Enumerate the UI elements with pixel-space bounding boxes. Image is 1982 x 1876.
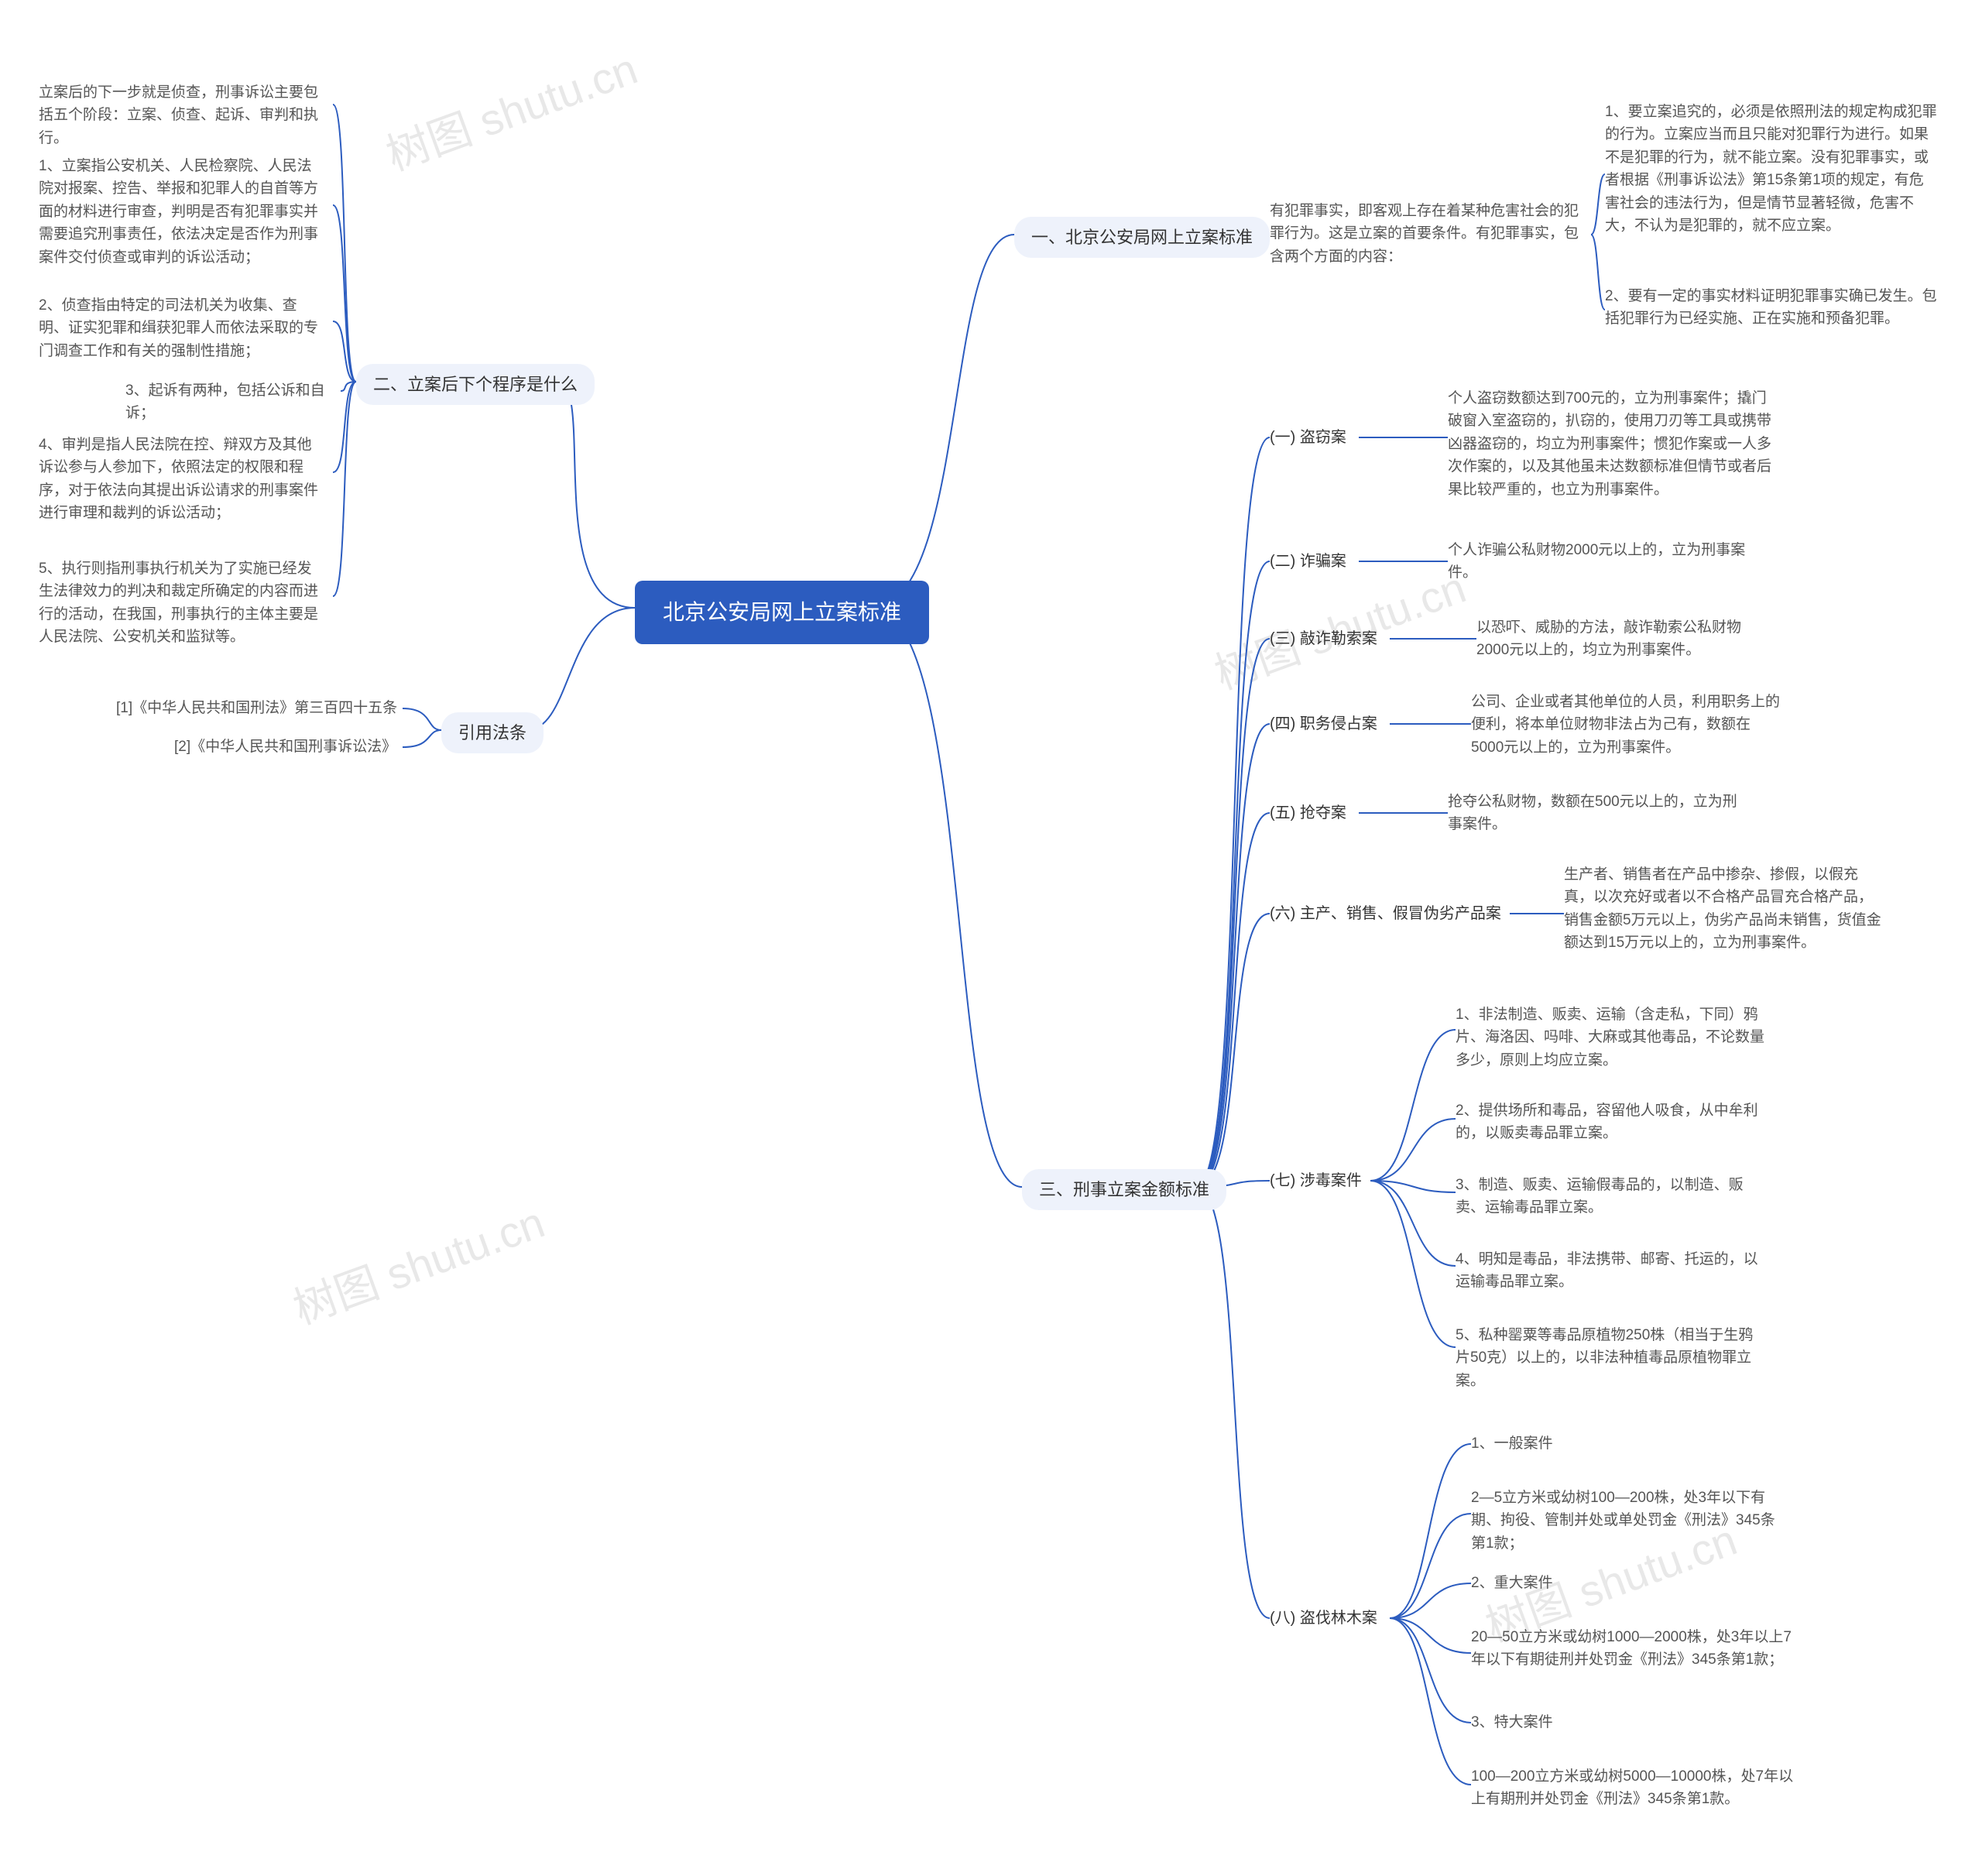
case-6-key[interactable]: (六) 主产、销售、假冒伪劣产品案 [1270, 902, 1501, 925]
case-4-desc: 公司、企业或者其他单位的人员，利用职务上的便利，将本单位财物非法占为己有，数额在… [1471, 691, 1781, 759]
case-7-item-3: 3、制造、贩卖、运输假毒品的，以制造、贩卖、运输毒品罪立案。 [1456, 1174, 1765, 1219]
branch-four-child-2: [2]《中华人民共和国刑事诉讼法》 [174, 736, 396, 758]
case-8-item-5: 3、特大案件 [1471, 1711, 1553, 1734]
branch-three[interactable]: 三、刑事立案金额标准 [1022, 1169, 1226, 1210]
case-2-key[interactable]: (二) 诈骗案 [1270, 550, 1346, 573]
branch-two-child-2: 1、立案指公安机关、人民检察院、人民法院对报案、控告、举报和犯罪人的自首等方面的… [39, 155, 325, 269]
branch-four-child-1: [1]《中华人民共和国刑法》第三百四十五条 [116, 697, 397, 719]
branch-two-child-6: 5、执行则指刑事执行机关为了实施已经发生法律效力的判决和裁定所确定的内容而进行的… [39, 557, 325, 649]
watermark: 树图 shutu.cn [376, 34, 645, 183]
mindmap-root[interactable]: 北京公安局网上立案标准 [635, 581, 929, 644]
case-8-item-4: 20—50立方米或幼树1000—2000株，处3年以上7年以下有期徒刑并处罚金《… [1471, 1626, 1796, 1672]
case-1-desc: 个人盗窃数额达到700元的，立为刑事案件；撬门破窗入室盗窃的，扒窃的，使用刀刃等… [1448, 387, 1773, 501]
case-6-desc: 生产者、销售者在产品中掺杂、掺假，以假充真，以次充好或者以不合格产品冒充合格产品… [1564, 863, 1881, 955]
case-7-item-5: 5、私种罂粟等毒品原植物250株（相当于生鸦片50克）以上的，以非法种植毒品原植… [1456, 1324, 1765, 1392]
case-8-item-3: 2、重大案件 [1471, 1572, 1553, 1594]
branch-two-child-4: 3、起诉有两种，包括公诉和自诉； [125, 379, 342, 425]
case-7-item-4: 4、明知是毒品，非法携带、邮寄、托运的，以运输毒品罪立案。 [1456, 1248, 1765, 1294]
case-8-key[interactable]: (八) 盗伐林木案 [1270, 1607, 1377, 1630]
case-5-key[interactable]: (五) 抢夺案 [1270, 801, 1346, 825]
case-1-key[interactable]: (一) 盗窃案 [1270, 426, 1346, 449]
case-7-key[interactable]: (七) 涉毒案件 [1270, 1169, 1362, 1192]
case-5-desc: 抢夺公私财物，数额在500元以上的，立为刑事案件。 [1448, 791, 1742, 836]
branch-two-child-5: 4、审判是指人民法院在控、辩双方及其他诉讼参与人参加下，依照法定的权限和程序，对… [39, 434, 325, 525]
branch-two-child-1: 立案后的下一步就是侦查，刑事诉讼主要包括五个阶段：立案、侦查、起诉、审判和执行。 [39, 81, 325, 149]
case-3-key[interactable]: (三) 敲诈勒索案 [1270, 627, 1377, 650]
case-7-item-2: 2、提供场所和毒品，容留他人吸食，从中牟利的，以贩卖毒品罪立案。 [1456, 1099, 1765, 1145]
case-8-item-6: 100—200立方米或幼树5000—10000株，处7年以上有期刑并处罚金《刑法… [1471, 1765, 1804, 1811]
branch-two[interactable]: 二、立案后下个程序是什么 [356, 364, 595, 405]
case-7-item-1: 1、非法制造、贩卖、运输（含走私，下同）鸦片、海洛因、吗啡、大麻或其他毒品，不论… [1456, 1003, 1765, 1072]
branch-one-desc: 有犯罪事实，即客观上存在着某种危害社会的犯罪行为。这是立案的首要条件。有犯罪事实… [1270, 200, 1587, 268]
branch-one[interactable]: 一、北京公安局网上立案标准 [1014, 217, 1270, 258]
watermark: 树图 shutu.cn [283, 1188, 552, 1336]
case-4-key[interactable]: (四) 职务侵占案 [1270, 712, 1377, 736]
case-3-desc: 以恐吓、威胁的方法，敲诈勒索公私财物2000元以上的，均立为刑事案件。 [1476, 616, 1771, 662]
case-8-item-1: 1、一般案件 [1471, 1432, 1553, 1455]
branch-four[interactable]: 引用法条 [441, 712, 544, 753]
case-2-desc: 个人诈骗公私财物2000元以上的，立为刑事案件。 [1448, 539, 1757, 585]
branch-two-child-3: 2、侦查指由特定的司法机关为收集、查明、证实犯罪和缉获犯罪人而依法采取的专门调查… [39, 294, 325, 362]
branch-one-child-1: 1、要立案追究的，必须是依照刑法的规定构成犯罪的行为。立案应当而且只能对犯罪行为… [1605, 101, 1938, 238]
case-8-item-2: 2—5立方米或幼树100—200株，处3年以下有期、拘役、管制并处或单处罚金《刑… [1471, 1487, 1788, 1555]
branch-one-child-2: 2、要有一定的事实材料证明犯罪事实确已发生。包括犯罪行为已经实施、正在实施和预备… [1605, 285, 1938, 331]
